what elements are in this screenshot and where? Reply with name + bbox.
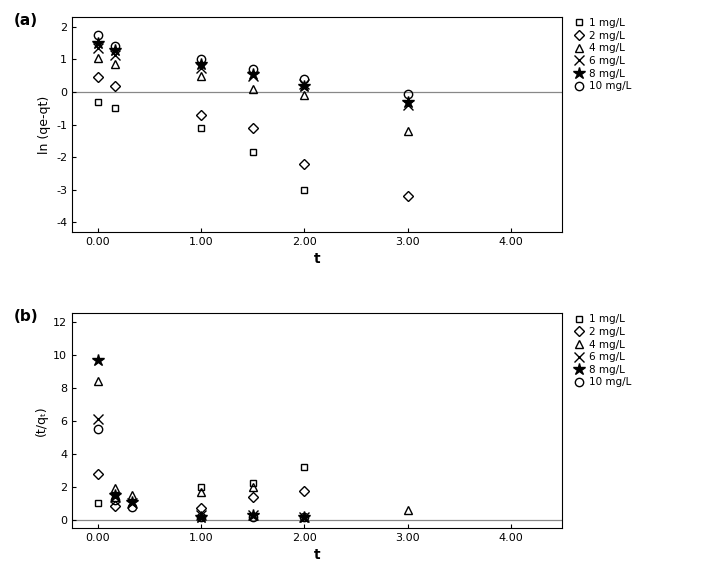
Line: 8 mg/L: 8 mg/L (92, 37, 414, 108)
Y-axis label: (t/qₜ): (t/qₜ) (35, 405, 48, 436)
Line: 2 mg/L: 2 mg/L (94, 74, 411, 200)
1 mg/L (111, 105, 120, 112)
8 mg/L (111, 491, 120, 498)
Line: 6 mg/L: 6 mg/L (93, 414, 309, 521)
Y-axis label: ln (qe-qt): ln (qe-qt) (37, 95, 50, 154)
Line: 2 mg/L: 2 mg/L (94, 470, 308, 512)
10 mg/L (94, 32, 102, 38)
4 mg/L (403, 506, 412, 513)
2 mg/L (249, 493, 257, 500)
8 mg/L (111, 46, 120, 53)
2 mg/L (197, 111, 205, 118)
Legend: 1 mg/L, 2 mg/L, 4 mg/L, 6 mg/L, 8 mg/L, 10 mg/L: 1 mg/L, 2 mg/L, 4 mg/L, 6 mg/L, 8 mg/L, … (572, 315, 632, 387)
Line: 4 mg/L: 4 mg/L (94, 377, 412, 514)
4 mg/L (249, 483, 257, 490)
10 mg/L (128, 503, 136, 510)
X-axis label: t: t (314, 549, 321, 563)
1 mg/L (300, 186, 309, 193)
1 mg/L (94, 98, 102, 105)
6 mg/L (300, 513, 309, 520)
4 mg/L (300, 92, 309, 99)
10 mg/L (197, 513, 205, 520)
Text: (a): (a) (13, 13, 37, 28)
10 mg/L (249, 66, 257, 73)
2 mg/L (94, 470, 102, 477)
6 mg/L (111, 51, 120, 58)
6 mg/L (249, 511, 257, 518)
6 mg/L (197, 511, 205, 518)
4 mg/L (128, 491, 136, 498)
4 mg/L (94, 55, 102, 61)
8 mg/L (300, 82, 309, 89)
1 mg/L (249, 480, 257, 487)
10 mg/L (300, 76, 309, 83)
10 mg/L (197, 56, 205, 63)
2 mg/L (197, 505, 205, 511)
4 mg/L (249, 86, 257, 92)
4 mg/L (197, 488, 205, 495)
Line: 4 mg/L: 4 mg/L (94, 54, 412, 135)
1 mg/L (300, 464, 309, 471)
8 mg/L (197, 513, 205, 520)
8 mg/L (249, 71, 257, 77)
1 mg/L (94, 500, 102, 507)
10 mg/L (249, 513, 257, 520)
8 mg/L (128, 498, 136, 505)
1 mg/L (249, 149, 257, 156)
2 mg/L (249, 125, 257, 131)
6 mg/L (94, 45, 102, 52)
10 mg/L (94, 425, 102, 432)
10 mg/L (403, 90, 412, 97)
4 mg/L (94, 378, 102, 385)
1 mg/L (111, 495, 120, 502)
8 mg/L (94, 40, 102, 46)
Line: 1 mg/L: 1 mg/L (94, 98, 308, 193)
1 mg/L (197, 483, 205, 490)
4 mg/L (197, 72, 205, 79)
10 mg/L (111, 497, 120, 503)
2 mg/L (111, 502, 120, 509)
2 mg/L (300, 487, 309, 494)
10 mg/L (300, 514, 309, 521)
Line: 10 mg/L: 10 mg/L (94, 31, 412, 98)
6 mg/L (111, 493, 120, 500)
Line: 6 mg/L: 6 mg/L (93, 43, 412, 110)
6 mg/L (300, 80, 309, 87)
8 mg/L (403, 98, 412, 105)
2 mg/L (94, 74, 102, 81)
2 mg/L (300, 160, 309, 167)
4 mg/L (403, 127, 412, 134)
8 mg/L (94, 356, 102, 363)
Line: 10 mg/L: 10 mg/L (94, 425, 309, 522)
2 mg/L (403, 193, 412, 200)
8 mg/L (197, 61, 205, 68)
6 mg/L (197, 64, 205, 71)
6 mg/L (128, 500, 136, 507)
Line: 1 mg/L: 1 mg/L (94, 464, 308, 507)
X-axis label: t: t (314, 253, 321, 266)
8 mg/L (249, 511, 257, 518)
Line: 8 mg/L: 8 mg/L (92, 354, 311, 523)
1 mg/L (197, 125, 205, 131)
Legend: 1 mg/L, 2 mg/L, 4 mg/L, 6 mg/L, 8 mg/L, 10 mg/L: 1 mg/L, 2 mg/L, 4 mg/L, 6 mg/L, 8 mg/L, … (572, 18, 632, 91)
6 mg/L (403, 102, 412, 108)
4 mg/L (111, 485, 120, 492)
10 mg/L (111, 43, 120, 50)
4 mg/L (111, 61, 120, 68)
2 mg/L (111, 82, 120, 89)
8 mg/L (300, 514, 309, 521)
6 mg/L (249, 72, 257, 79)
Text: (b): (b) (13, 309, 38, 324)
6 mg/L (94, 416, 102, 422)
